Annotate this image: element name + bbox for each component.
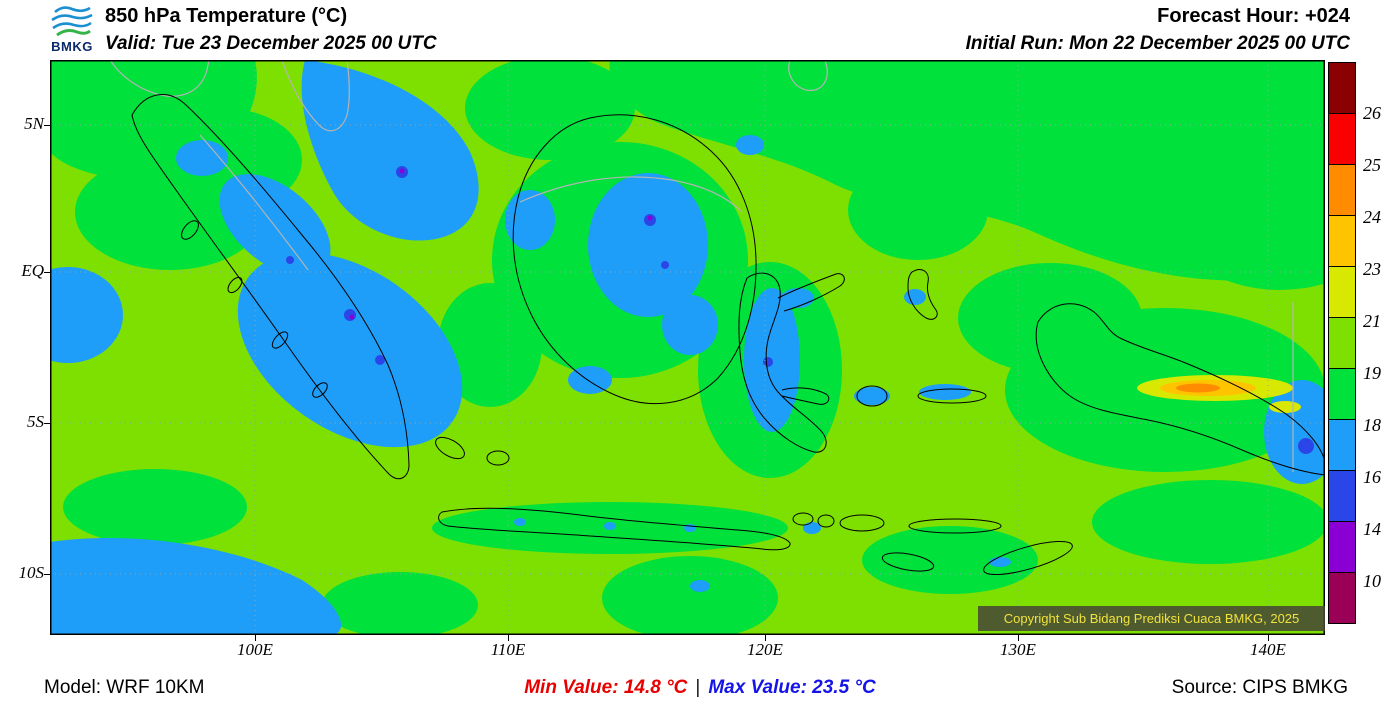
y-tick	[44, 125, 50, 126]
colorbar-label-10: 10	[1363, 571, 1381, 591]
x-axis-label-100e: 100E	[237, 640, 273, 659]
y-axis-label-10s: 10S	[18, 563, 45, 582]
colorbar-cell	[1328, 470, 1356, 522]
colorbar-cell	[1328, 368, 1356, 420]
map-panel: Copyright Sub Bidang Prediksi Cuaca BMKG…	[50, 60, 1325, 635]
colorbar-cell	[1328, 113, 1356, 165]
footer-source: Source: CIPS BMKG	[1171, 677, 1348, 698]
copyright-badge: Copyright Sub Bidang Prediksi Cuaca BMKG…	[978, 606, 1325, 631]
colorbar-label-19: 19	[1363, 363, 1381, 383]
y-axis-label-5s: 5S	[27, 412, 44, 431]
page-title: 850 hPa Temperature (°C)	[105, 5, 348, 27]
colorbar-label-25: 25	[1363, 155, 1381, 175]
foreign-borders	[109, 60, 1294, 472]
temp-green-regions	[50, 60, 1325, 635]
x-tick	[765, 635, 766, 641]
temp-below14-dots	[349, 168, 653, 320]
colorbar-cell	[1328, 521, 1356, 573]
colorbar-label-14: 14	[1363, 519, 1381, 539]
minmax-separator: |	[695, 677, 701, 698]
colorbar-label-23: 23	[1363, 259, 1381, 279]
x-tick	[508, 635, 509, 641]
x-axis-label-110e: 110E	[490, 640, 526, 659]
colorbar-cell	[1328, 164, 1356, 216]
colorbar-label-16: 16	[1363, 467, 1381, 487]
y-tick	[44, 574, 50, 575]
colorbar-cell	[1328, 419, 1356, 471]
colorbar-label-24: 24	[1363, 207, 1381, 227]
coastlines	[131, 94, 1325, 576]
gridlines	[50, 60, 1325, 635]
colorbar-cell	[1328, 62, 1356, 114]
map-canvas	[50, 60, 1325, 635]
valid-datetime: Valid: Tue 23 December 2025 00 UTC	[105, 33, 437, 54]
colorbar-cell	[1328, 572, 1356, 624]
x-axis-label-120e: 120E	[747, 640, 783, 659]
max-value: Max Value: 23.5 °C	[708, 677, 876, 698]
y-axis-label-5n: 5N	[24, 114, 44, 133]
x-tick	[255, 635, 256, 641]
footer-model: Model: WRF 10KM	[44, 677, 205, 698]
temperature-colorbar	[1328, 62, 1356, 624]
temp-coldest-spots	[286, 166, 1314, 454]
x-axis-label-140e: 140E	[1250, 640, 1286, 659]
colorbar-cell	[1328, 215, 1356, 267]
min-value: Min Value: 14.8 °C	[524, 677, 688, 698]
forecast-hour: Forecast Hour: +024	[1157, 5, 1350, 27]
bmkg-logo-label: BMKG	[51, 39, 93, 54]
y-tick	[44, 272, 50, 273]
colorbar-label-21: 21	[1363, 311, 1381, 331]
initial-run: Initial Run: Mon 22 December 2025 00 UTC	[965, 33, 1350, 54]
colorbar-label-18: 18	[1363, 415, 1381, 435]
y-tick	[44, 423, 50, 424]
x-tick	[1268, 635, 1269, 641]
y-axis-label-eq: EQ	[21, 261, 44, 280]
x-axis-label-130e: 130E	[1000, 640, 1036, 659]
bmkg-logo: BMKG	[42, 1, 102, 53]
bmkg-waves-icon	[51, 6, 93, 37]
x-tick	[1018, 635, 1019, 641]
colorbar-label-26: 26	[1363, 103, 1381, 123]
map-frame	[50, 60, 1325, 635]
colorbar-cell	[1328, 317, 1356, 369]
colorbar-cell	[1328, 266, 1356, 318]
footer-minmax: Min Value: 14.8 °C | Max Value: 23.5 °C	[0, 677, 1400, 699]
